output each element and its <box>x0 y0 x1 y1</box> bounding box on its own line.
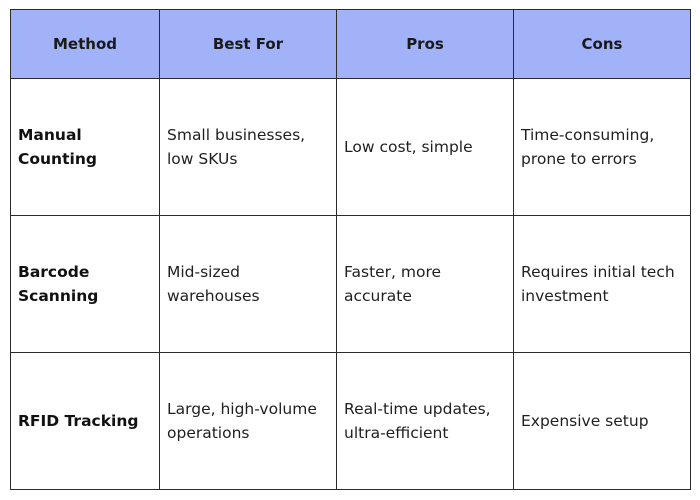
table-body: Manual Counting Small businesses, low SK… <box>10 78 691 490</box>
header-row: Method Best For Pros Cons <box>10 9 691 79</box>
header-cons: Cons <box>513 9 691 79</box>
inventory-methods-table: Method Best For Pros Cons Manual Countin… <box>10 9 691 490</box>
method-cell: RFID Tracking <box>10 352 160 490</box>
pros-cell: Low cost, simple <box>336 78 514 216</box>
pros-cell: Faster, more accurate <box>336 215 514 353</box>
best-for-cell: Small businesses, low SKUs <box>159 78 337 216</box>
pros-cell: Real-time updates, ultra-efficient <box>336 352 514 490</box>
cons-cell: Requires initial tech investment <box>513 215 691 353</box>
header-pros: Pros <box>336 9 514 79</box>
best-for-cell: Large, high-volume operations <box>159 352 337 490</box>
method-cell: Manual Counting <box>10 78 160 216</box>
header-best-for: Best For <box>159 9 337 79</box>
cons-cell: Expensive setup <box>513 352 691 490</box>
table-row: Barcode Scanning Mid-sized warehouses Fa… <box>10 215 691 353</box>
table-row: RFID Tracking Large, high-volume operati… <box>10 352 691 490</box>
table-row: Manual Counting Small businesses, low SK… <box>10 78 691 216</box>
best-for-cell: Mid-sized warehouses <box>159 215 337 353</box>
method-cell: Barcode Scanning <box>10 215 160 353</box>
header-method: Method <box>10 9 160 79</box>
cons-cell: Time-consuming, prone to errors <box>513 78 691 216</box>
table-header: Method Best For Pros Cons <box>10 9 691 79</box>
